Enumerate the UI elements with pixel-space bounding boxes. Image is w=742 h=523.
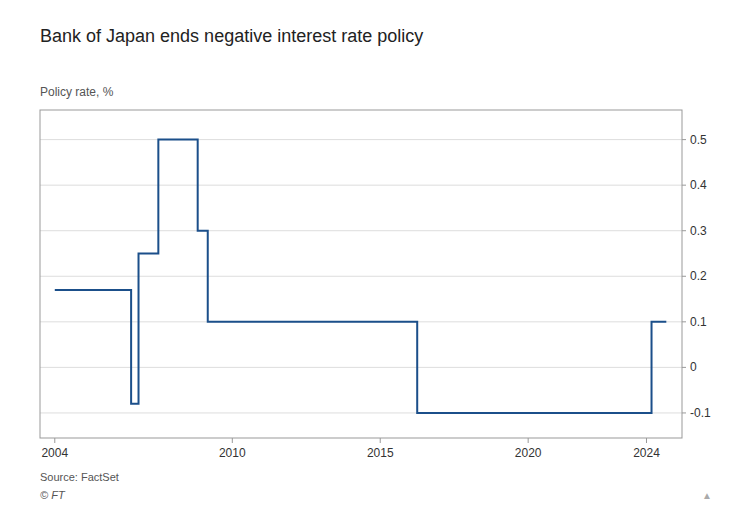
y-tick-label: 0.4: [690, 178, 707, 192]
y-tick-label: -0.1: [690, 406, 711, 420]
grid-line: [40, 276, 682, 277]
y-tick-label: 0.5: [690, 133, 707, 147]
source-note: Source: FactSet: [40, 471, 119, 483]
x-tick-label: 2010: [219, 446, 246, 460]
y-tick: [682, 139, 686, 140]
x-tick: [54, 438, 55, 443]
y-tick-label: 0: [690, 360, 697, 374]
plot-frame: [40, 110, 682, 438]
y-tick-label: 0.2: [690, 269, 707, 283]
y-tick: [682, 367, 686, 368]
x-tick-label: 2015: [367, 446, 394, 460]
chart: Bank of Japan ends negative interest rat…: [0, 0, 742, 523]
y-tick: [682, 230, 686, 231]
plot-area: [55, 140, 667, 413]
y-axis-label: Policy rate, %: [40, 85, 114, 99]
y-tick: [682, 185, 686, 186]
grid-line: [40, 367, 682, 368]
grid-line: [40, 230, 682, 231]
title: Bank of Japan ends negative interest rat…: [40, 26, 423, 46]
x-tick: [232, 438, 233, 443]
y-tick-label: 0.3: [690, 224, 707, 238]
x-tick-label: 2004: [41, 446, 68, 460]
x-tick: [528, 438, 529, 443]
grid-line: [40, 139, 682, 140]
y-tick-label: 0.1: [690, 315, 707, 329]
x-tick-label: 2024: [633, 446, 660, 460]
policy-rate-line: [55, 140, 667, 413]
x-tick: [646, 438, 647, 443]
copyright-note: © FT: [40, 489, 66, 501]
x-tick: [380, 438, 381, 443]
y-tick: [682, 412, 686, 413]
watermark: ▲: [702, 490, 712, 501]
grid-line: [40, 185, 682, 186]
y-tick: [682, 276, 686, 277]
y-tick: [682, 321, 686, 322]
x-tick-label: 2020: [515, 446, 542, 460]
